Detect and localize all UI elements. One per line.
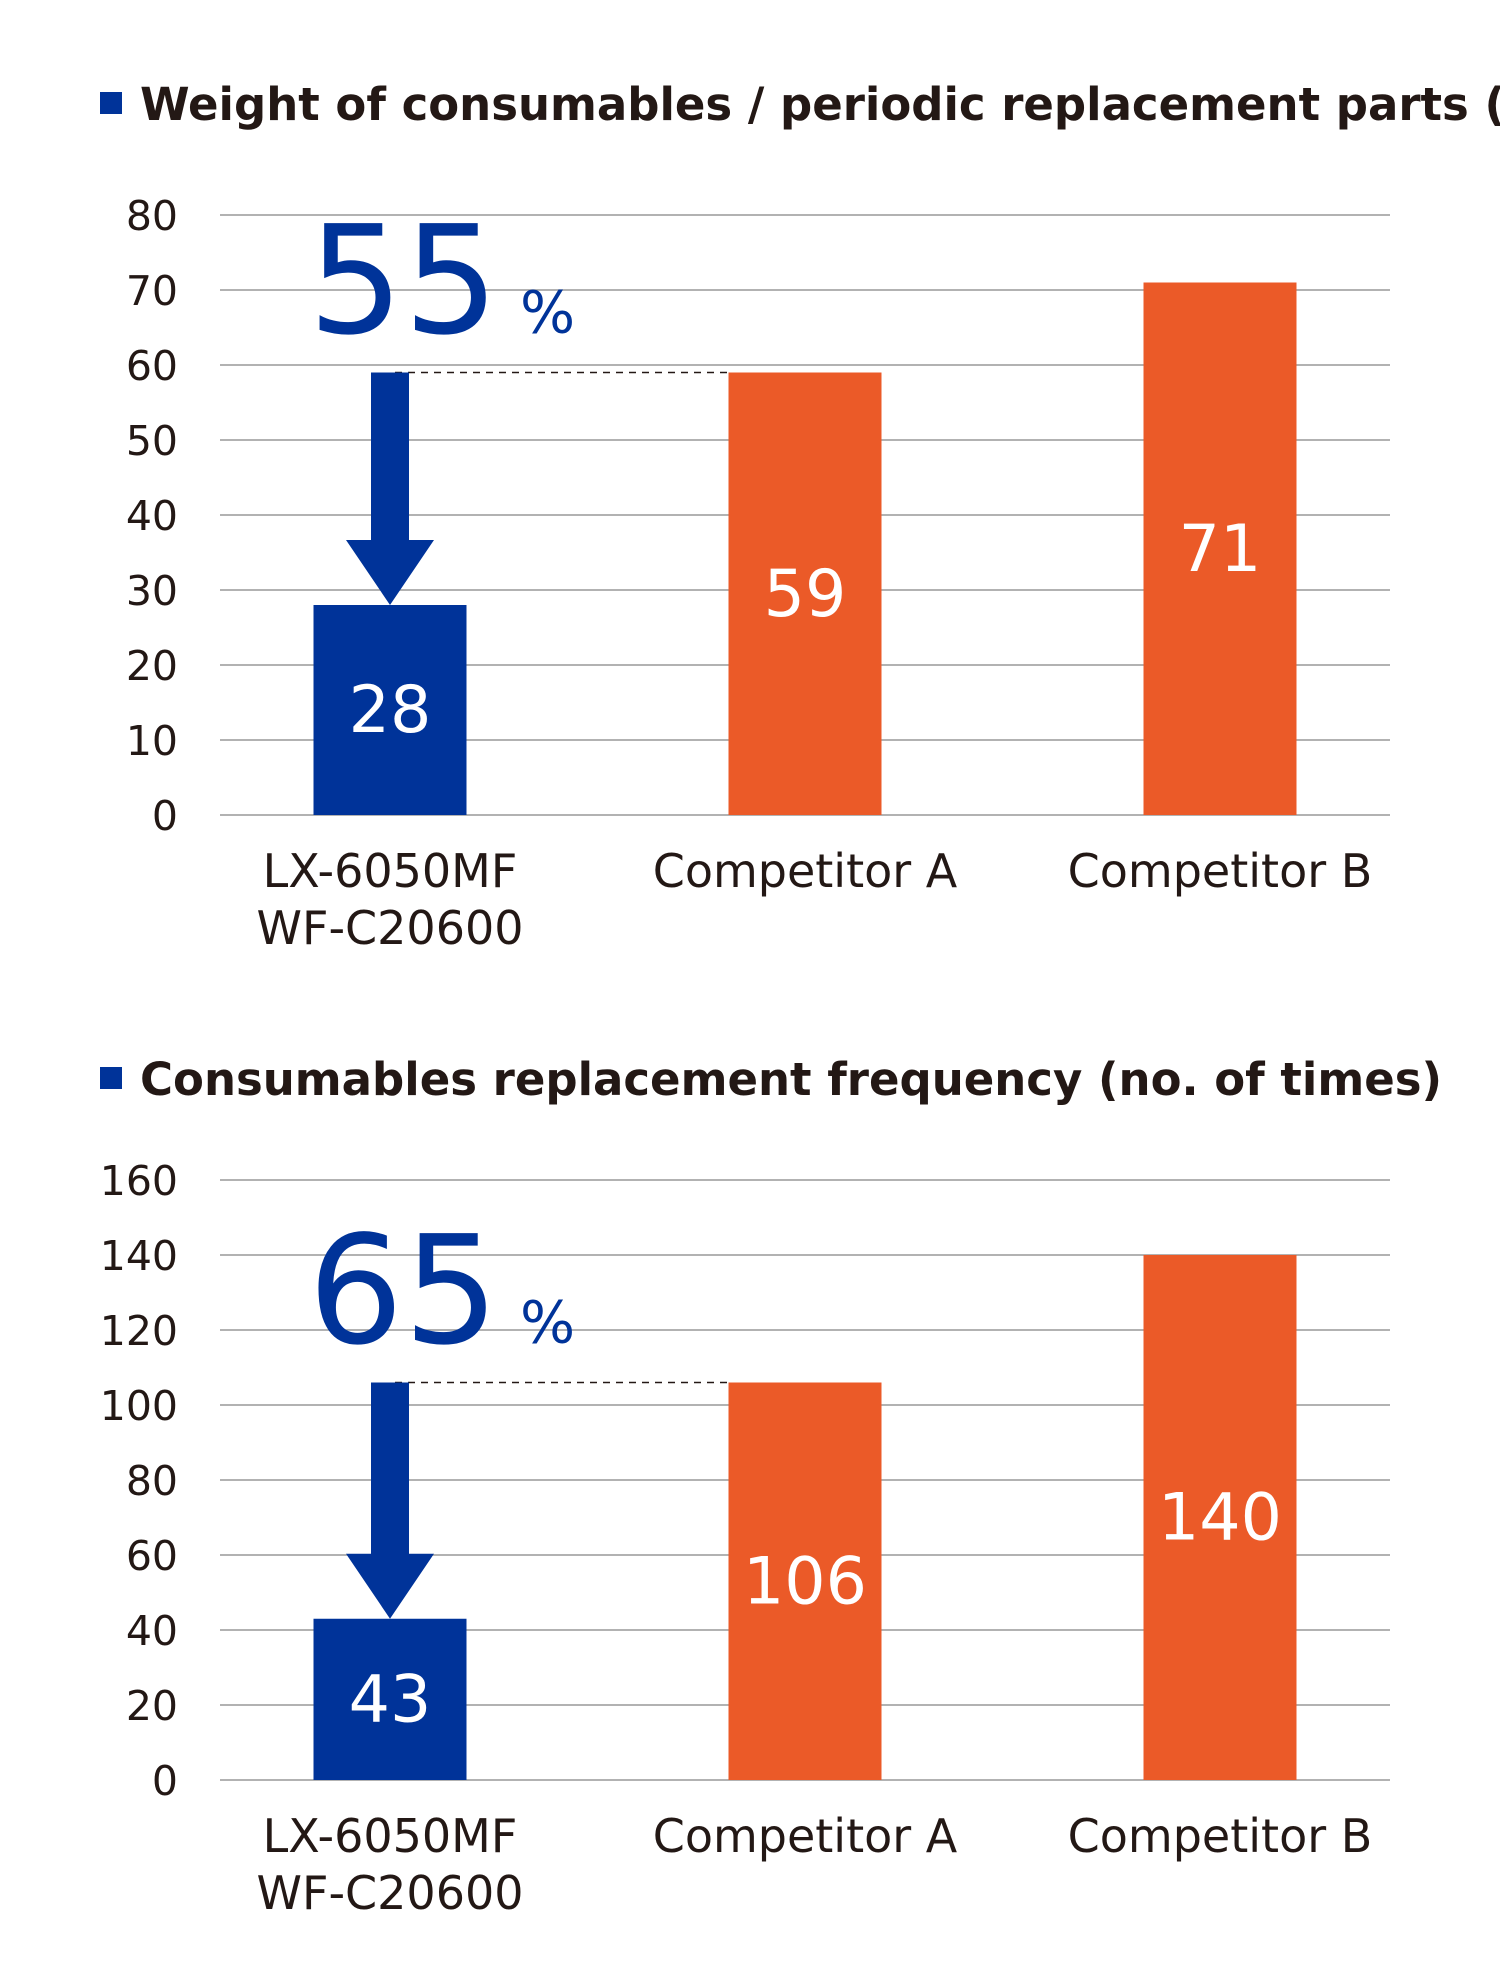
reduction-unit: %	[520, 1289, 575, 1357]
y-tick-label: 80	[126, 1457, 178, 1505]
y-tick-label: 0	[152, 792, 178, 840]
y-tick-label: 100	[100, 1382, 178, 1430]
bar	[728, 372, 882, 815]
reduction-value: 55	[308, 195, 499, 369]
bar	[1143, 1255, 1297, 1780]
y-tick-label: 70	[126, 267, 178, 315]
frequency-chart: 0 20 40 60 80 100 120 140 160 43 LX-6050MFWF-C2060…	[100, 1157, 1390, 1920]
y-tick-label: 60	[126, 342, 178, 390]
y-tick-label: 160	[100, 1157, 178, 1205]
chart-title: Weight of consumables / periodic replace…	[140, 78, 1500, 131]
bar	[1143, 282, 1297, 815]
y-tick-label: 40	[126, 1607, 178, 1655]
y-tick-label: 50	[126, 417, 178, 465]
reduction-unit: %	[520, 279, 575, 347]
y-tick-label: 40	[126, 492, 178, 540]
bar-value-label: 106	[743, 1544, 867, 1619]
category-label: LX-6050MF	[263, 844, 518, 898]
category-label: Competitor A	[653, 844, 958, 898]
y-tick-label: 0	[152, 1757, 178, 1805]
title-square-icon	[100, 1067, 122, 1089]
bar	[728, 1382, 882, 1780]
category-label: WF-C20600	[257, 901, 524, 955]
bar-value-label: 43	[349, 1662, 432, 1737]
title-square-icon	[100, 92, 122, 114]
category-label: LX-6050MF	[263, 1809, 518, 1863]
bar-value-label: 59	[764, 557, 847, 632]
y-tick-label: 140	[100, 1232, 178, 1280]
chart-title: Consumables replacement frequency (no. o…	[140, 1053, 1442, 1106]
y-tick-label: 10	[126, 717, 178, 765]
category-label: Competitor B	[1068, 844, 1373, 898]
y-tick-label: 20	[126, 1682, 178, 1730]
category-label: Competitor B	[1068, 1809, 1373, 1863]
y-tick-label: 80	[126, 192, 178, 240]
down-arrow-icon	[346, 372, 434, 605]
bar-value-label: 28	[349, 673, 432, 748]
category-label: Competitor A	[653, 1809, 958, 1863]
y-tick-label: 30	[126, 567, 178, 615]
y-tick-label: 20	[126, 642, 178, 690]
category-label: WF-C20600	[257, 1866, 524, 1920]
bar-value-label: 140	[1158, 1481, 1282, 1556]
bar-value-label: 71	[1179, 512, 1262, 587]
bar	[313, 605, 467, 815]
y-tick-label: 120	[100, 1307, 178, 1355]
reduction-value: 65	[308, 1205, 499, 1379]
y-tick-label: 60	[126, 1532, 178, 1580]
bar	[313, 1618, 467, 1780]
down-arrow-icon	[346, 1382, 434, 1619]
